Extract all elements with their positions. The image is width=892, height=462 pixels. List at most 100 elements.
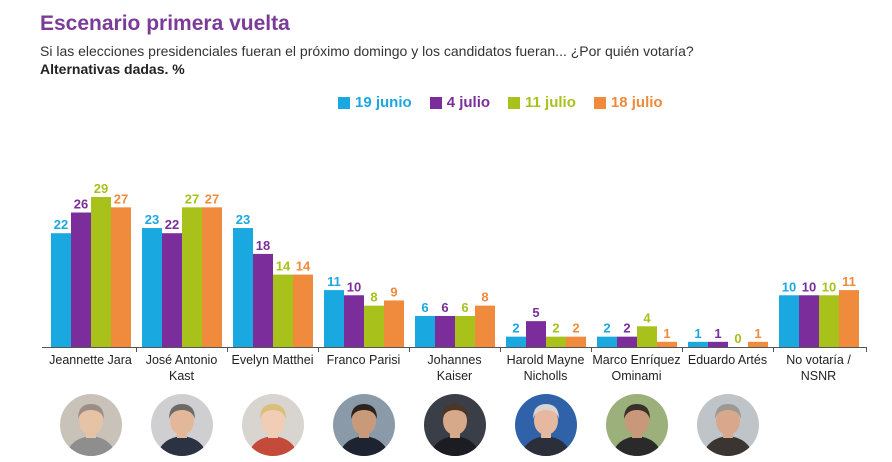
- bar: [364, 305, 384, 347]
- bar: [415, 315, 435, 347]
- data-label: 10: [822, 279, 836, 294]
- data-label: 4: [643, 310, 651, 325]
- candidate-portrait: [514, 394, 577, 456]
- bar: [182, 207, 202, 347]
- candidate-portrait: [423, 394, 486, 456]
- data-label: 10: [802, 279, 816, 294]
- data-label: 14: [276, 259, 291, 274]
- category-label: Kaiser: [437, 369, 472, 383]
- bar: [384, 300, 404, 347]
- bar: [324, 290, 344, 347]
- bar: [617, 336, 637, 347]
- data-label: 0: [734, 331, 741, 346]
- bar: [142, 228, 162, 347]
- data-label: 18: [256, 238, 270, 253]
- category-label: Ominami: [611, 369, 661, 383]
- data-label: 23: [236, 212, 250, 227]
- legend-swatch: [338, 96, 350, 109]
- bar: [435, 315, 455, 347]
- legend-item-4-julio: 4 julio: [429, 94, 491, 111]
- category-label: Kast: [169, 369, 195, 383]
- category-label: Evelyn Matthei: [232, 353, 314, 367]
- data-label: 22: [54, 217, 68, 232]
- bar: [819, 295, 839, 347]
- data-label: 2: [572, 321, 579, 336]
- legend-label: 4 julio: [446, 94, 491, 111]
- bar: [91, 197, 111, 347]
- data-label: 11: [327, 274, 341, 289]
- bar: [748, 341, 768, 347]
- bar: [233, 228, 253, 347]
- bar: [657, 341, 677, 347]
- data-label: 27: [205, 191, 219, 206]
- data-label: 9: [390, 284, 397, 299]
- legend-item-18-julio: 18 julio: [593, 94, 663, 111]
- legend-swatch: [508, 96, 521, 109]
- candidate-portrait: [59, 394, 122, 456]
- category-label: Harold Mayne: [507, 353, 585, 367]
- bar: [839, 290, 859, 347]
- data-label: 2: [552, 321, 559, 336]
- category-label: Nicholls: [524, 369, 568, 383]
- data-label: 26: [74, 197, 88, 212]
- candidate-portrait: [150, 394, 213, 456]
- bar: [455, 315, 475, 347]
- bar: [526, 321, 546, 347]
- data-label: 1: [754, 326, 761, 341]
- bar: [71, 212, 91, 347]
- bar: [708, 341, 728, 347]
- data-label: 8: [481, 290, 488, 305]
- category-label: No votaría /: [786, 353, 851, 367]
- data-label: 8: [370, 290, 377, 305]
- data-label: 11: [842, 274, 856, 289]
- data-label: 1: [694, 326, 701, 341]
- bar: [253, 253, 273, 347]
- bar: [566, 336, 586, 347]
- category-label: José Antonio: [146, 353, 218, 367]
- legend-item-19-junio: 19 junio: [338, 94, 412, 111]
- candidate-portrait: [696, 394, 759, 456]
- data-label: 6: [441, 300, 448, 315]
- bar: [293, 274, 313, 347]
- chart-subtitle: Si las elecciones presidenciales fueran …: [40, 43, 694, 59]
- bar: [799, 295, 819, 347]
- candidate-portrait: [332, 394, 395, 456]
- bar: [273, 274, 293, 347]
- candidate-portrait: [605, 394, 668, 456]
- data-label: 10: [782, 279, 796, 294]
- bar: [111, 207, 131, 347]
- data-label: 2: [623, 321, 630, 336]
- category-label: Jeannette Jara: [49, 353, 132, 367]
- data-label: 1: [663, 326, 670, 341]
- bar: [202, 207, 222, 347]
- data-label: 14: [296, 259, 311, 274]
- data-label: 27: [185, 191, 199, 206]
- legend-swatch: [429, 96, 442, 109]
- data-label: 2: [603, 321, 610, 336]
- legend-label: 18 julio: [610, 94, 663, 111]
- data-label: 6: [461, 300, 468, 315]
- legend-label: 11 julio: [525, 94, 576, 111]
- bar: [506, 336, 526, 347]
- candidate-portrait: [241, 394, 304, 456]
- chart-title: Escenario primera vuelta: [40, 12, 290, 35]
- category-label: Eduardo Artés: [688, 353, 767, 367]
- bar: [688, 341, 708, 347]
- data-label: 29: [94, 181, 108, 196]
- data-label: 1: [714, 326, 721, 341]
- data-label: 5: [532, 305, 539, 320]
- legend-label: 19 junio: [355, 94, 412, 111]
- bar: [51, 233, 71, 347]
- category-label: NSNR: [801, 369, 836, 383]
- bar: [475, 305, 495, 347]
- category-label: Johannes: [427, 353, 481, 367]
- data-label: 10: [347, 279, 361, 294]
- bar: [162, 233, 182, 347]
- bar: [779, 295, 799, 347]
- data-label: 22: [165, 217, 179, 232]
- legend-item-11-julio: 11 julio: [508, 94, 576, 111]
- category-label: Franco Parisi: [327, 353, 401, 367]
- legend-swatch: [593, 96, 606, 109]
- legend: 19 junio 4 julio 11 julio 18 julio: [338, 94, 663, 111]
